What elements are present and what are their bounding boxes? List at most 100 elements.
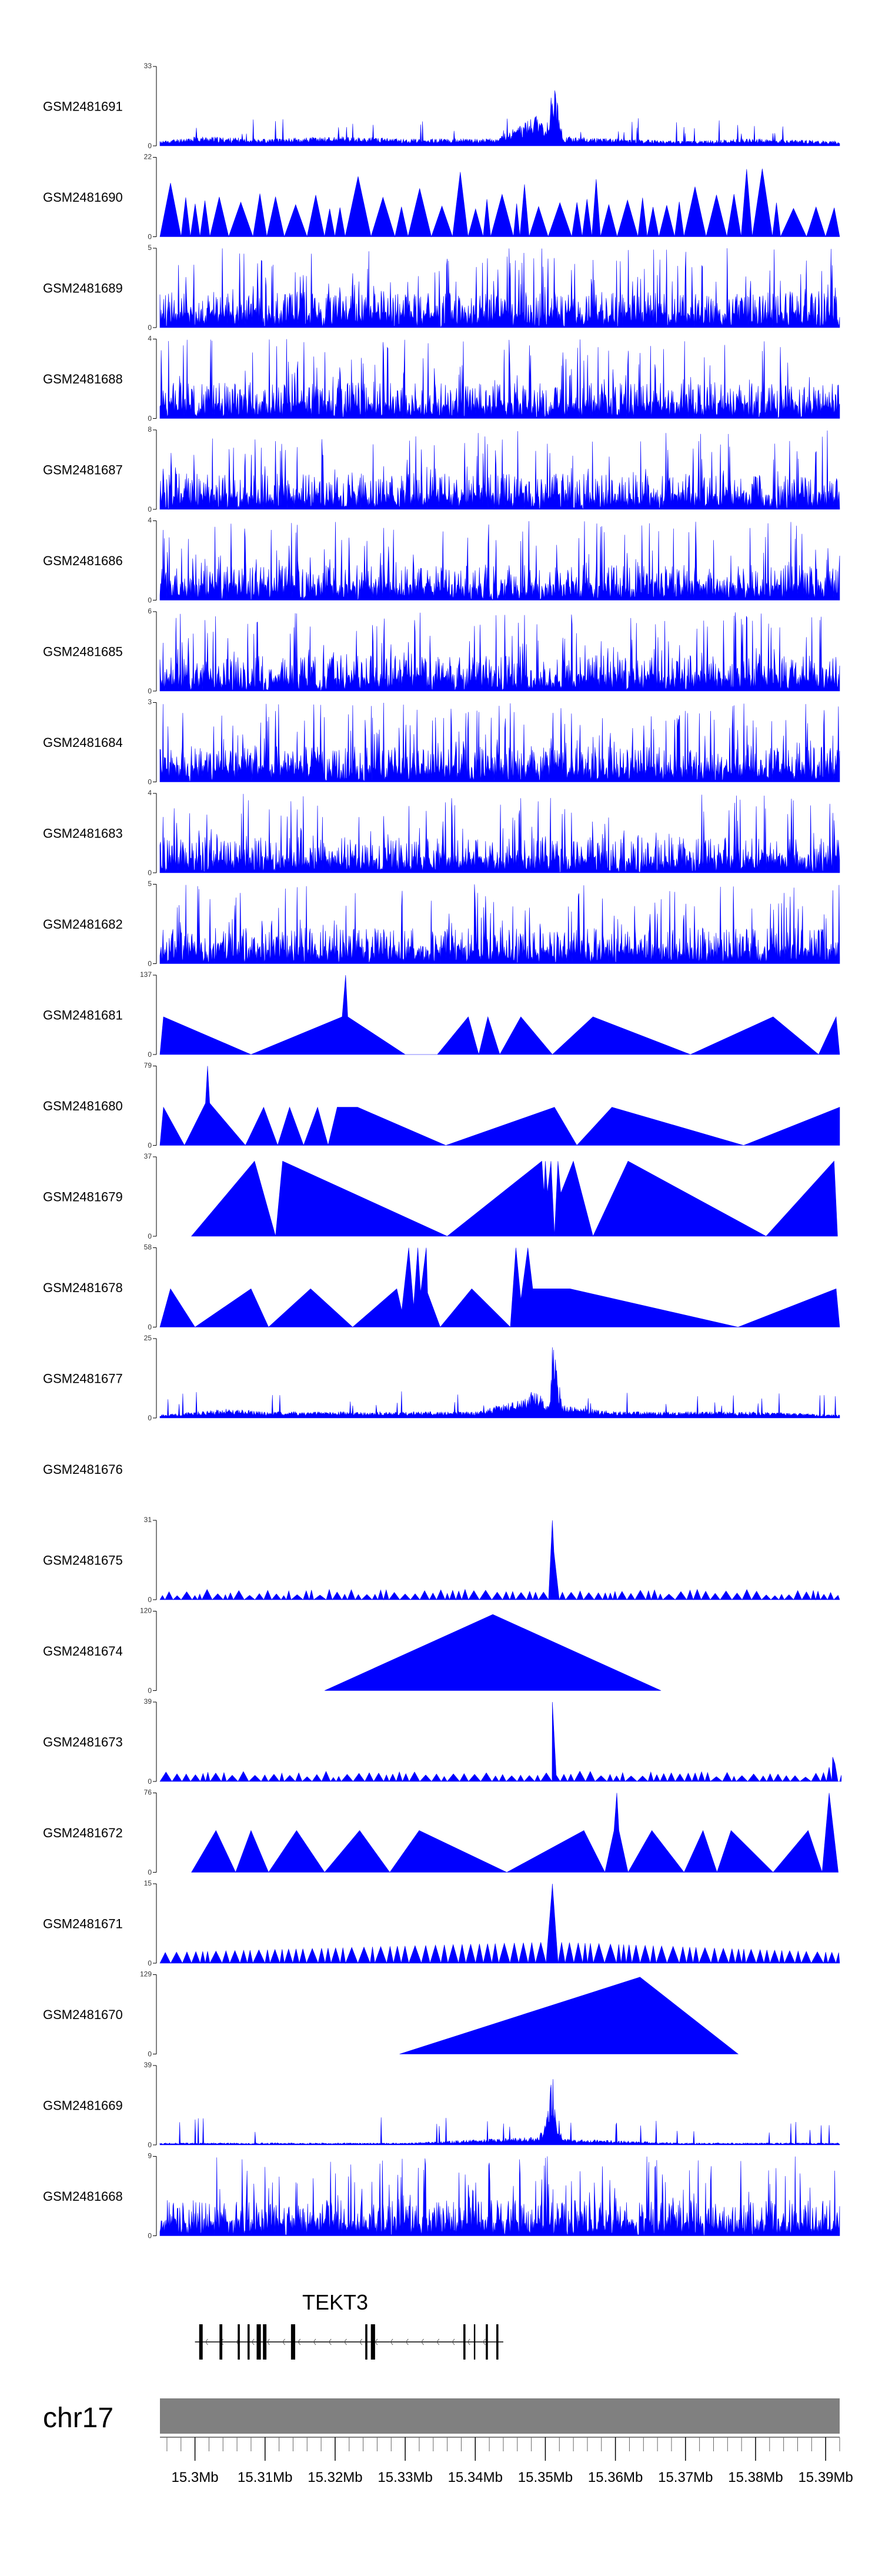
y-min-label: 0 xyxy=(148,687,152,695)
track-GSM2481682: GSM2481682 5 0 xyxy=(43,880,840,968)
coverage-tracks: GSM2481691330GSM2481690220GSM248168950GS… xyxy=(43,62,842,2240)
track-label: GSM2481689 xyxy=(43,281,123,296)
track-GSM2481684: GSM2481684 3 0 xyxy=(43,698,840,786)
track-label: GSM2481677 xyxy=(43,1372,123,1386)
strand-arrow-icon xyxy=(452,2338,455,2345)
y-min-label: 0 xyxy=(148,869,152,877)
coverage-area xyxy=(159,1347,840,1419)
strand-arrow-icon xyxy=(405,2338,409,2345)
y-min-label: 0 xyxy=(148,1414,152,1422)
track-label: GSM2481682 xyxy=(43,917,123,932)
gene-exon xyxy=(473,2324,476,2360)
track-label: GSM2481680 xyxy=(43,1099,123,1113)
y-min-label: 0 xyxy=(148,778,152,786)
strand-arrow-icon xyxy=(282,2338,285,2345)
track-GSM2481672: GSM2481672 76 0 xyxy=(43,1788,838,1877)
strand-arrow-icon xyxy=(343,2338,347,2345)
track-GSM2481689: GSM2481689 5 0 xyxy=(43,243,840,332)
coverage-area xyxy=(159,339,840,419)
y-min-label: 0 xyxy=(148,2232,152,2240)
track-label: GSM2481676 xyxy=(43,1462,123,1477)
track-GSM2481668: GSM2481668 9 0 xyxy=(43,2152,840,2240)
x-tick-label: 15.39Mb xyxy=(798,2470,853,2485)
gene-exon xyxy=(247,2324,250,2360)
y-max-label: 3 xyxy=(148,698,152,706)
track-GSM2481683: GSM2481683 4 0 xyxy=(43,789,840,877)
gene-exon xyxy=(219,2324,223,2360)
track-GSM2481670: GSM2481670 129 0 xyxy=(43,1970,739,2058)
coverage-area xyxy=(159,1247,840,1328)
coverage-area xyxy=(191,1793,838,1873)
y-max-label: 129 xyxy=(140,1970,152,1978)
track-label: GSM2481681 xyxy=(43,1008,123,1023)
track-label: GSM2481675 xyxy=(43,1553,123,1568)
y-min-label: 0 xyxy=(148,596,152,605)
y-min-label: 0 xyxy=(148,960,152,968)
track-GSM2481681: GSM2481681 137 0 xyxy=(43,970,840,1059)
y-min-label: 0 xyxy=(148,1142,152,1150)
track-GSM2481677: GSM2481677 25 0 xyxy=(43,1334,840,1422)
gene-exon xyxy=(496,2324,499,2360)
track-label: GSM2481684 xyxy=(43,735,123,750)
track-GSM2481685: GSM2481685 6 0 xyxy=(43,607,840,695)
gene-exon xyxy=(263,2324,267,2360)
x-tick-label: 15.3Mb xyxy=(172,2470,219,2485)
y-max-label: 39 xyxy=(144,1697,152,1706)
y-max-label: 37 xyxy=(144,1152,152,1160)
track-label: GSM2481679 xyxy=(43,1190,123,1204)
coverage-area xyxy=(159,1066,840,1146)
coverage-area xyxy=(159,793,840,873)
y-max-label: 4 xyxy=(148,789,152,797)
strand-arrow-icon xyxy=(298,2338,301,2345)
coverage-area xyxy=(159,521,840,600)
track-label: GSM2481670 xyxy=(43,2007,123,2022)
track-GSM2481690: GSM2481690 22 0 xyxy=(43,153,840,241)
track-GSM2481673: GSM2481673 39 0 xyxy=(43,1697,842,1786)
coverage-area xyxy=(159,1883,840,1964)
y-max-label: 9 xyxy=(148,2152,152,2160)
y-min-label: 0 xyxy=(148,2050,152,2058)
x-tick-label: 15.38Mb xyxy=(728,2470,783,2485)
coverage-area xyxy=(159,248,840,328)
gene-exon xyxy=(199,2324,203,2360)
track-label: GSM2481673 xyxy=(43,1735,123,1750)
y-max-label: 39 xyxy=(144,2061,152,2069)
x-tick-label: 15.33Mb xyxy=(377,2470,432,2485)
track-label: GSM2481671 xyxy=(43,1917,123,1931)
y-max-label: 31 xyxy=(144,1516,152,1524)
x-tick-label: 15.35Mb xyxy=(518,2470,573,2485)
coverage-area xyxy=(159,975,840,1056)
y-max-label: 6 xyxy=(148,607,152,615)
coverage-area xyxy=(159,430,840,510)
strand-arrow-icon xyxy=(251,2338,255,2345)
track-GSM2481674: GSM2481674 120 0 xyxy=(43,1607,662,1695)
track-GSM2481688: GSM2481688 4 0 xyxy=(43,335,840,423)
y-min-label: 0 xyxy=(148,1050,152,1059)
coverage-area xyxy=(159,90,840,146)
y-max-label: 15 xyxy=(144,1879,152,1887)
coverage-area xyxy=(159,702,840,782)
y-min-label: 0 xyxy=(148,142,152,150)
y-min-label: 0 xyxy=(148,2141,152,2149)
track-GSM2481691: GSM2481691 33 0 xyxy=(43,62,840,150)
y-min-label: 0 xyxy=(148,323,152,332)
gene-exon xyxy=(486,2324,488,2360)
gene-exon xyxy=(290,2324,296,2360)
y-min-label: 0 xyxy=(148,1232,152,1240)
gene-exon xyxy=(463,2324,466,2360)
gene-exon xyxy=(256,2324,261,2360)
chromosome-label: chr17 xyxy=(43,2403,113,2434)
y-max-label: 79 xyxy=(144,1062,152,1070)
gene-track: TEKT3 xyxy=(195,2290,503,2360)
track-label: GSM2481674 xyxy=(43,1644,123,1659)
track-label: GSM2481686 xyxy=(43,553,123,568)
strand-arrow-icon xyxy=(482,2338,486,2345)
chromosome-axis-track: chr17 15.3Mb 15.31Mb 15.32Mb 15.33Mb 15.34Mb 1… xyxy=(43,2398,853,2485)
coverage-area xyxy=(399,1977,739,2054)
y-min-label: 0 xyxy=(148,1687,152,1695)
y-max-label: 25 xyxy=(144,1334,152,1342)
y-min-label: 0 xyxy=(148,505,152,513)
x-tick-label: 15.31Mb xyxy=(238,2470,292,2485)
track-label: GSM2481669 xyxy=(43,2098,123,2113)
y-max-label: 4 xyxy=(148,516,152,525)
